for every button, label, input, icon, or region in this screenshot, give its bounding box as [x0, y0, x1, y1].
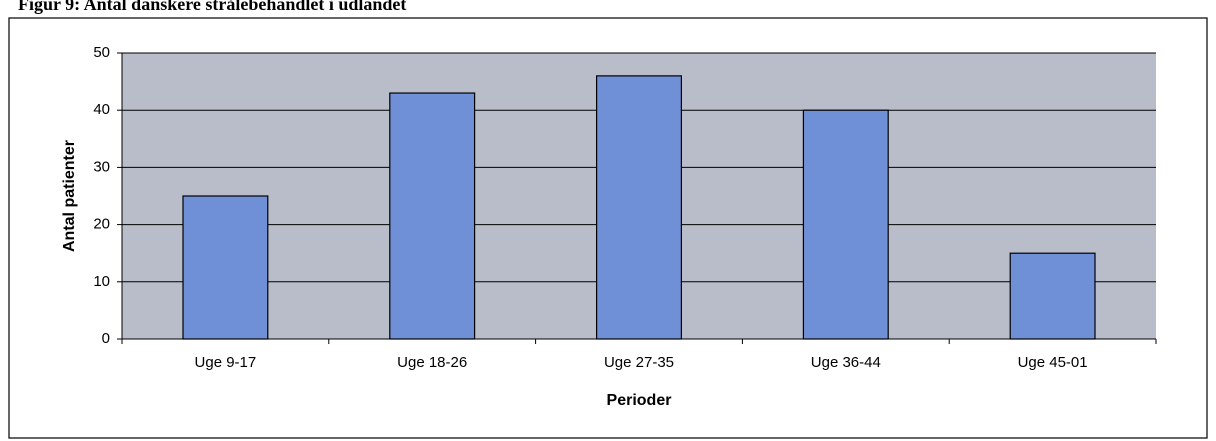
x-tick-label: Uge 36-44	[811, 354, 881, 371]
bar	[596, 75, 682, 340]
y-tick-label: 30	[93, 158, 110, 175]
y-tick-label: 0	[102, 330, 110, 347]
bar	[182, 195, 269, 340]
bar	[802, 109, 889, 340]
y-tick-label: 40	[93, 101, 110, 118]
x-tick-label: Uge 9-17	[195, 354, 257, 371]
bar	[389, 92, 476, 340]
x-tick-label: Uge 45-01	[1018, 354, 1088, 371]
x-tick-label: Uge 27-35	[604, 354, 674, 371]
y-tick-label: 20	[93, 216, 110, 233]
x-axis-title: Perioder	[607, 392, 672, 409]
bar	[1009, 252, 1096, 340]
chart-title: Figur 9: Antal danskere strålebehandlet …	[18, 0, 406, 14]
y-tick-label: 50	[93, 44, 110, 61]
x-tick-label: Uge 18-26	[397, 354, 467, 371]
y-axis-title: Antal patienter	[61, 140, 78, 252]
y-tick-label: 10	[93, 273, 110, 290]
